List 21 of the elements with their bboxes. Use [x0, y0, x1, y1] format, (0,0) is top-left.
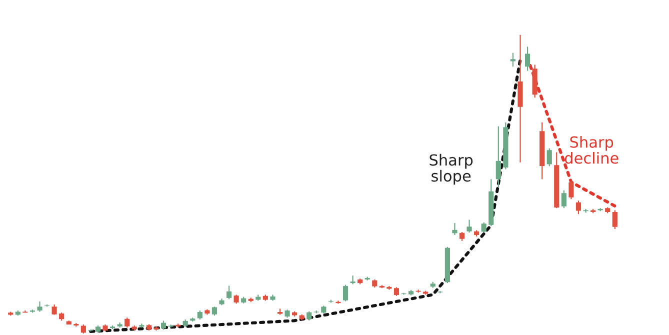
candlestick [37, 301, 42, 312]
candlestick [576, 200, 582, 215]
candlestick [124, 317, 130, 328]
candlestick [524, 46, 530, 72]
annotation: Sharp decline [564, 136, 618, 164]
candlestick [583, 208, 588, 214]
candlestick [168, 324, 174, 328]
annotation: Sharp slope [430, 154, 473, 185]
candlestick [546, 148, 552, 167]
candlestick [452, 222, 458, 236]
candlestick [466, 219, 472, 234]
candlestick [342, 284, 348, 302]
candlestick [226, 285, 232, 300]
candlestick [496, 126, 501, 188]
candlestick [350, 275, 356, 285]
candlestick [612, 210, 618, 230]
candlestick [568, 180, 574, 200]
candlestick [481, 222, 486, 234]
candlestick [510, 52, 516, 68]
candlestick [561, 190, 566, 209]
candlestick [336, 300, 341, 304]
